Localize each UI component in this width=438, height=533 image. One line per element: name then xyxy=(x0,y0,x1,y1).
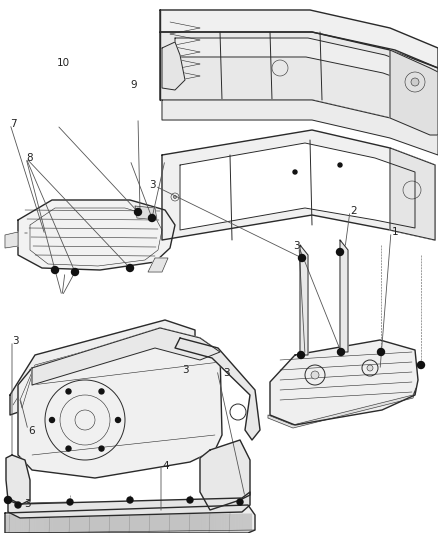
Circle shape xyxy=(148,214,155,222)
Circle shape xyxy=(99,446,104,451)
Text: 4: 4 xyxy=(162,462,169,471)
Text: 9: 9 xyxy=(131,80,137,90)
Text: 2: 2 xyxy=(350,206,357,215)
Circle shape xyxy=(411,78,419,86)
Circle shape xyxy=(338,349,345,356)
Polygon shape xyxy=(10,320,195,415)
Text: 6: 6 xyxy=(28,426,35,435)
Polygon shape xyxy=(32,328,220,385)
Polygon shape xyxy=(162,100,438,155)
Polygon shape xyxy=(268,388,416,428)
Circle shape xyxy=(173,196,177,198)
Polygon shape xyxy=(5,505,255,533)
Polygon shape xyxy=(200,440,250,510)
Circle shape xyxy=(187,497,193,503)
Circle shape xyxy=(116,417,120,423)
Circle shape xyxy=(52,266,59,273)
Circle shape xyxy=(66,389,71,394)
Circle shape xyxy=(99,389,104,394)
Polygon shape xyxy=(160,10,438,68)
Polygon shape xyxy=(162,130,435,240)
Text: 3: 3 xyxy=(293,241,300,251)
Circle shape xyxy=(293,170,297,174)
Circle shape xyxy=(66,446,71,451)
Circle shape xyxy=(311,371,319,379)
Circle shape xyxy=(367,365,373,371)
Polygon shape xyxy=(270,340,418,425)
Circle shape xyxy=(378,349,385,356)
Text: 3: 3 xyxy=(24,499,31,508)
Polygon shape xyxy=(8,492,250,518)
Text: 3: 3 xyxy=(149,181,155,190)
Circle shape xyxy=(15,502,21,508)
Text: 8: 8 xyxy=(26,153,33,163)
Polygon shape xyxy=(390,148,435,240)
Polygon shape xyxy=(390,50,438,135)
Circle shape xyxy=(49,417,54,423)
Polygon shape xyxy=(148,258,168,272)
Circle shape xyxy=(237,499,243,505)
Circle shape xyxy=(299,254,305,262)
Polygon shape xyxy=(6,455,30,505)
Circle shape xyxy=(67,499,73,505)
Circle shape xyxy=(417,361,424,368)
Circle shape xyxy=(336,248,343,255)
Polygon shape xyxy=(340,240,348,352)
Polygon shape xyxy=(5,232,18,248)
Polygon shape xyxy=(300,245,308,355)
Polygon shape xyxy=(162,42,185,90)
Circle shape xyxy=(297,351,304,359)
Circle shape xyxy=(127,497,133,503)
Polygon shape xyxy=(18,200,175,270)
Polygon shape xyxy=(18,328,222,478)
Text: 7: 7 xyxy=(10,119,16,129)
Circle shape xyxy=(127,264,134,271)
Text: 3: 3 xyxy=(182,366,188,375)
Text: 3: 3 xyxy=(12,336,19,346)
Polygon shape xyxy=(160,32,438,135)
Circle shape xyxy=(134,208,141,215)
Circle shape xyxy=(71,269,78,276)
Polygon shape xyxy=(135,206,157,220)
Text: 10: 10 xyxy=(57,58,70,68)
Text: 1: 1 xyxy=(392,227,399,237)
Polygon shape xyxy=(175,38,430,90)
Polygon shape xyxy=(175,338,260,440)
Text: 3: 3 xyxy=(223,368,230,378)
Polygon shape xyxy=(180,143,415,230)
Circle shape xyxy=(338,163,342,167)
Circle shape xyxy=(4,497,11,504)
